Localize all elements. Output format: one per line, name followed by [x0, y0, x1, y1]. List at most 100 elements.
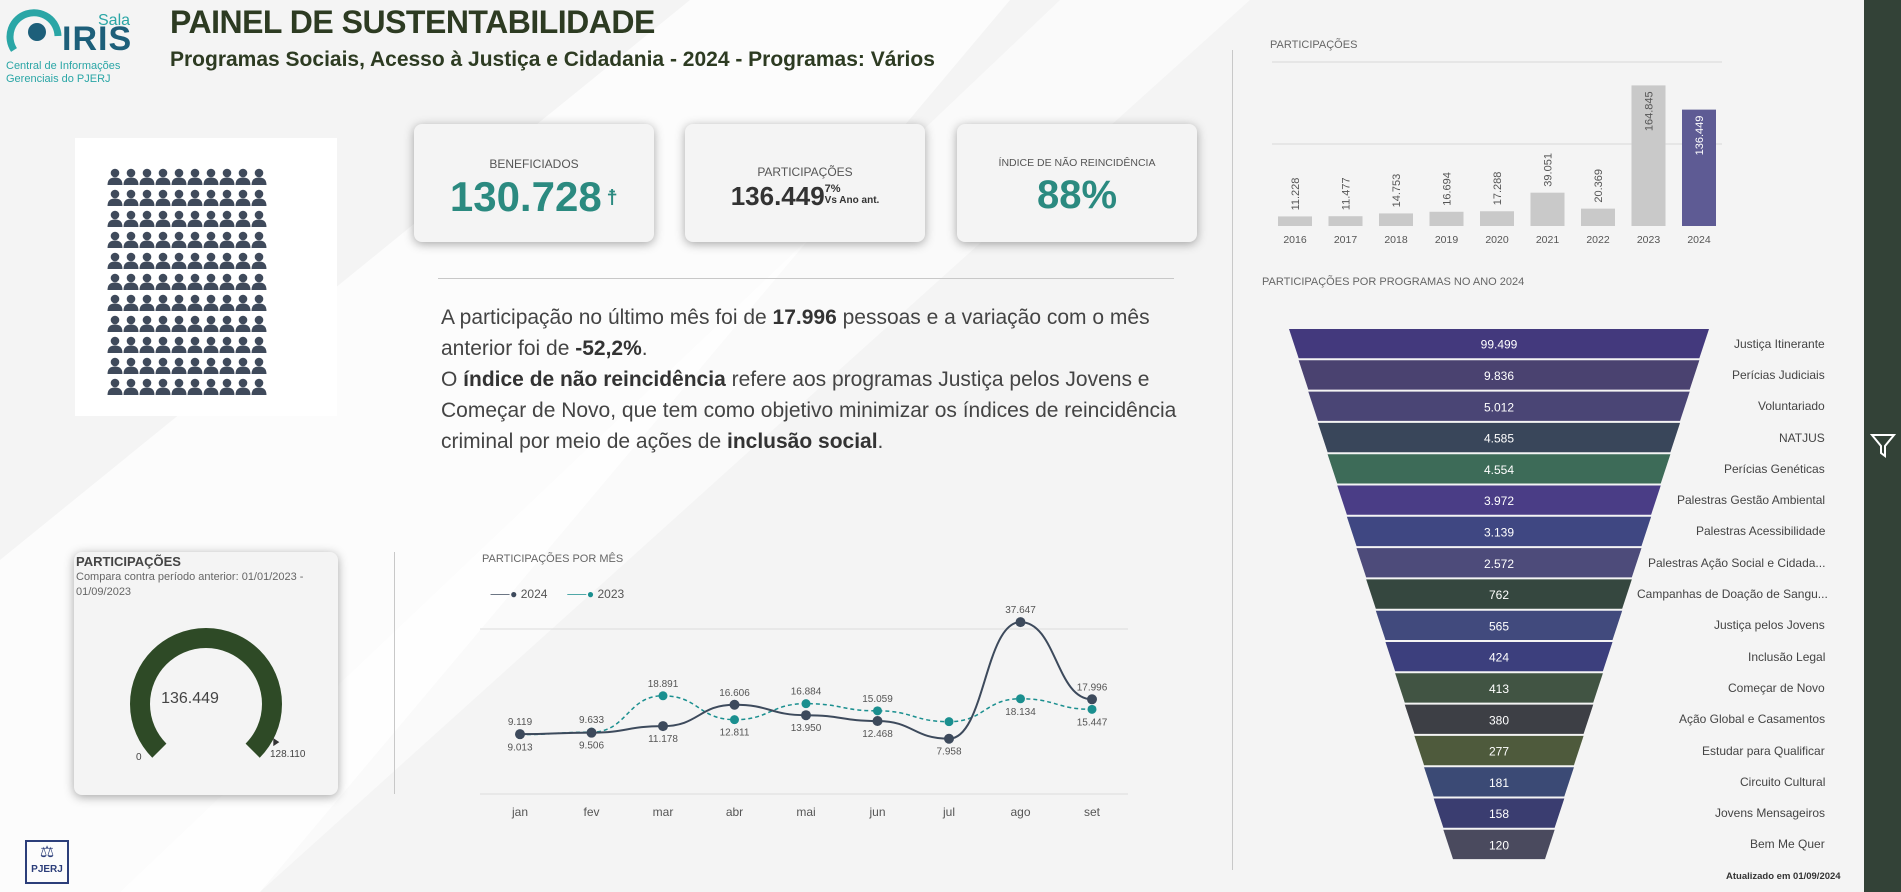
series-2023-point[interactable] — [1087, 704, 1097, 714]
funnel-segment[interactable] — [1317, 422, 1681, 453]
bar[interactable] — [1581, 208, 1615, 226]
page-subtitle: Programas Sociais, Acesso à Justiça e Ci… — [170, 48, 935, 71]
gauge-target-marker — [273, 738, 280, 747]
person-icon — [171, 252, 187, 269]
person-icon — [107, 315, 123, 332]
kpi-beneficiados-label: BENEFICIADOS — [489, 157, 579, 171]
person-icon — [203, 231, 219, 248]
bar[interactable] — [1379, 213, 1413, 226]
series-2023-point[interactable] — [873, 706, 882, 716]
series-2024-point[interactable] — [658, 721, 668, 732]
person-icon — [123, 378, 139, 395]
series-2024-point[interactable] — [801, 710, 811, 721]
people-pictogram-panel — [75, 138, 337, 416]
person-icon — [187, 357, 203, 374]
person-icon — [235, 252, 251, 269]
kpi-participacoes-label: PARTICIPAÇÕES — [757, 165, 853, 179]
funnel-segment[interactable] — [1298, 360, 1700, 390]
person-icon — [139, 231, 155, 248]
funnel-segment[interactable] — [1433, 798, 1565, 828]
person-icon — [219, 210, 235, 227]
funnel-category-label: Estudar para Qualificar — [1702, 743, 1825, 758]
funnel-segment[interactable] — [1443, 829, 1555, 860]
series-2024-line — [519, 621, 1093, 740]
funnel-segment[interactable] — [1346, 516, 1652, 547]
person-icon — [155, 357, 171, 374]
bar[interactable] — [1429, 211, 1464, 226]
bar[interactable] — [1631, 85, 1666, 226]
funnel-segment[interactable] — [1366, 579, 1632, 609]
funnel-segment[interactable] — [1404, 704, 1594, 734]
series-2024-point[interactable] — [586, 727, 597, 738]
funnel-segment[interactable] — [1395, 673, 1603, 703]
series-2023-point[interactable] — [658, 691, 668, 701]
funnel-segment[interactable] — [1385, 642, 1613, 672]
person-icon — [219, 336, 235, 353]
series-2023-point[interactable] — [730, 715, 739, 725]
bar-value-label: 16.694 — [1442, 172, 1454, 206]
divider — [438, 278, 1174, 279]
gauge-title: PARTICIPAÇÕES — [76, 554, 181, 569]
person-icon — [203, 189, 219, 206]
series-2024-label: 9.506 — [579, 741, 604, 752]
funnel-segment[interactable] — [1337, 485, 1661, 515]
bar-chart-title: PARTICIPAÇÕES — [1270, 39, 1358, 51]
person-icon — [171, 378, 187, 395]
funnel-segment[interactable] — [1375, 610, 1623, 640]
funnel-segment[interactable] — [1414, 735, 1584, 766]
series-2024-point[interactable] — [944, 733, 954, 744]
funnel-segment[interactable] — [1424, 767, 1574, 797]
funnel-value-label: 5.012 — [1484, 400, 1514, 414]
summary-emphasis-1: índice de não reincidência — [463, 368, 726, 391]
person-icon — [235, 273, 251, 290]
bar[interactable] — [1278, 216, 1312, 226]
series-2023-point[interactable] — [1016, 694, 1025, 704]
funnel-segment[interactable] — [1289, 329, 1709, 359]
series-2024-label: 16.606 — [719, 688, 750, 699]
person-icon — [171, 357, 187, 374]
funnel-segment[interactable] — [1308, 391, 1690, 421]
person-icon — [155, 273, 171, 290]
bar-value-label: 20.369 — [1593, 169, 1605, 203]
funnel-value-label: 4.554 — [1484, 463, 1514, 477]
kpi-nao-reincidencia-value: 88% — [1036, 173, 1118, 217]
person-icon — [203, 252, 219, 269]
person-icon — [123, 210, 139, 227]
filter-icon[interactable] — [1868, 430, 1898, 460]
person-icon — [123, 357, 139, 374]
funnel-value-label: 277 — [1489, 745, 1509, 759]
person-icon — [251, 252, 267, 269]
person-icon — [107, 378, 123, 395]
series-2023-point[interactable] — [944, 717, 954, 727]
series-2024-point[interactable] — [729, 699, 740, 710]
person-icon — [251, 189, 267, 206]
series-2024-point[interactable] — [1087, 694, 1097, 705]
person-icon — [203, 378, 219, 395]
funnel-value-label: 120 — [1489, 838, 1509, 852]
bar[interactable] — [1682, 109, 1716, 226]
series-2023-point[interactable] — [801, 699, 811, 709]
series-2024-label: 11.178 — [648, 734, 678, 745]
funnel-category-label: Palestras Acessibilidade — [1696, 524, 1826, 539]
person-icon — [203, 357, 219, 374]
gauge-subtitle: Compara contra período anterior: 01/01/2… — [76, 571, 304, 598]
funnel-segment[interactable] — [1356, 548, 1642, 578]
bar[interactable] — [1530, 192, 1565, 226]
series-2024-point[interactable] — [872, 716, 883, 727]
bar-category-label: 2023 — [1637, 234, 1661, 246]
bar-category-label: 2024 — [1687, 234, 1711, 246]
person-icon — [203, 168, 219, 185]
bar[interactable] — [1480, 211, 1514, 226]
funnel-segment[interactable] — [1327, 454, 1671, 484]
person-icon — [235, 294, 251, 311]
person-icon — [219, 357, 235, 374]
person-icon — [219, 252, 235, 269]
legend-2024-icon: ⸺● — [490, 587, 518, 601]
series-2024-point[interactable] — [515, 729, 525, 740]
series-2024-point[interactable] — [1015, 617, 1026, 628]
series-2023-label: 9.013 — [507, 743, 532, 754]
funnel-value-label: 380 — [1489, 713, 1509, 727]
person-icon — [219, 189, 235, 206]
funnel-category-label: Começar de Novo — [1728, 680, 1825, 695]
bar[interactable] — [1328, 216, 1363, 226]
